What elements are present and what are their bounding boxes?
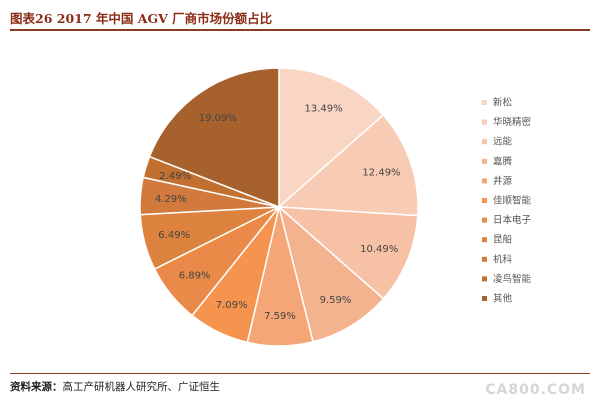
legend-label: 井源 <box>493 175 513 187</box>
source-text: 高工产研机器人研究所、广证恒生 <box>62 381 221 393</box>
legend-swatch <box>482 276 487 282</box>
legend-swatch <box>482 217 487 223</box>
slice-value-label: 10.49% <box>360 244 398 255</box>
chart-title: 图表26 2017 年中国 AGV 厂商市场份额占比 <box>10 11 273 26</box>
legend-swatch <box>482 158 487 164</box>
legend-label: 机科 <box>493 253 513 265</box>
legend-swatch <box>482 296 487 301</box>
pie-slice <box>276 206 419 300</box>
legend-swatch <box>482 256 487 262</box>
pie-slice <box>277 113 419 217</box>
title-rule <box>10 29 590 31</box>
slice-value-label: 19.09% <box>199 113 237 124</box>
slice-value-label: 9.59% <box>320 295 352 306</box>
slice-value-label: 2.49% <box>159 171 191 182</box>
legend-swatch <box>482 198 487 203</box>
slice-value-label: 4.29% <box>155 194 187 205</box>
pie-labels: 13.49% 12.49% 10.49% 9.59% 7.59% 7.09% 6.89% 6.… <box>155 104 401 322</box>
legend-label: 日本电子 <box>493 214 532 226</box>
source-label: 资料来源： <box>10 381 63 393</box>
pie-slice <box>148 67 280 209</box>
footer-rule <box>10 373 590 374</box>
slice-value-label: 13.49% <box>305 104 343 115</box>
legend-swatch <box>482 119 487 125</box>
slice-value-label: 7.09% <box>216 300 248 311</box>
legend-label: 嘉腾 <box>493 155 513 167</box>
source-note: 资料来源：高工产研机器人研究所、广证恒生 <box>10 379 220 394</box>
legend-label: 昆船 <box>493 234 513 246</box>
legend-swatch <box>482 100 487 105</box>
legend-swatch <box>482 139 487 145</box>
legend-swatch <box>482 178 487 184</box>
legend-label: 凌鸟智能 <box>493 273 532 285</box>
legend-swatch <box>482 237 487 243</box>
legend-label: 佳顺智能 <box>493 195 532 207</box>
slice-value-label: 12.49% <box>362 167 400 178</box>
legend-label: 华晓精密 <box>493 116 532 128</box>
pie-slices <box>139 67 419 347</box>
legend-label: 远能 <box>493 136 513 148</box>
legend-label: 新松 <box>493 97 513 109</box>
watermark-logo: CA800.COM <box>485 382 586 398</box>
slice-value-label: 6.89% <box>179 271 211 282</box>
legend-label: 其他 <box>493 293 513 305</box>
slice-value-label: 7.59% <box>264 311 296 322</box>
slice-value-label: 6.49% <box>158 230 190 241</box>
pie-slice <box>278 67 385 209</box>
